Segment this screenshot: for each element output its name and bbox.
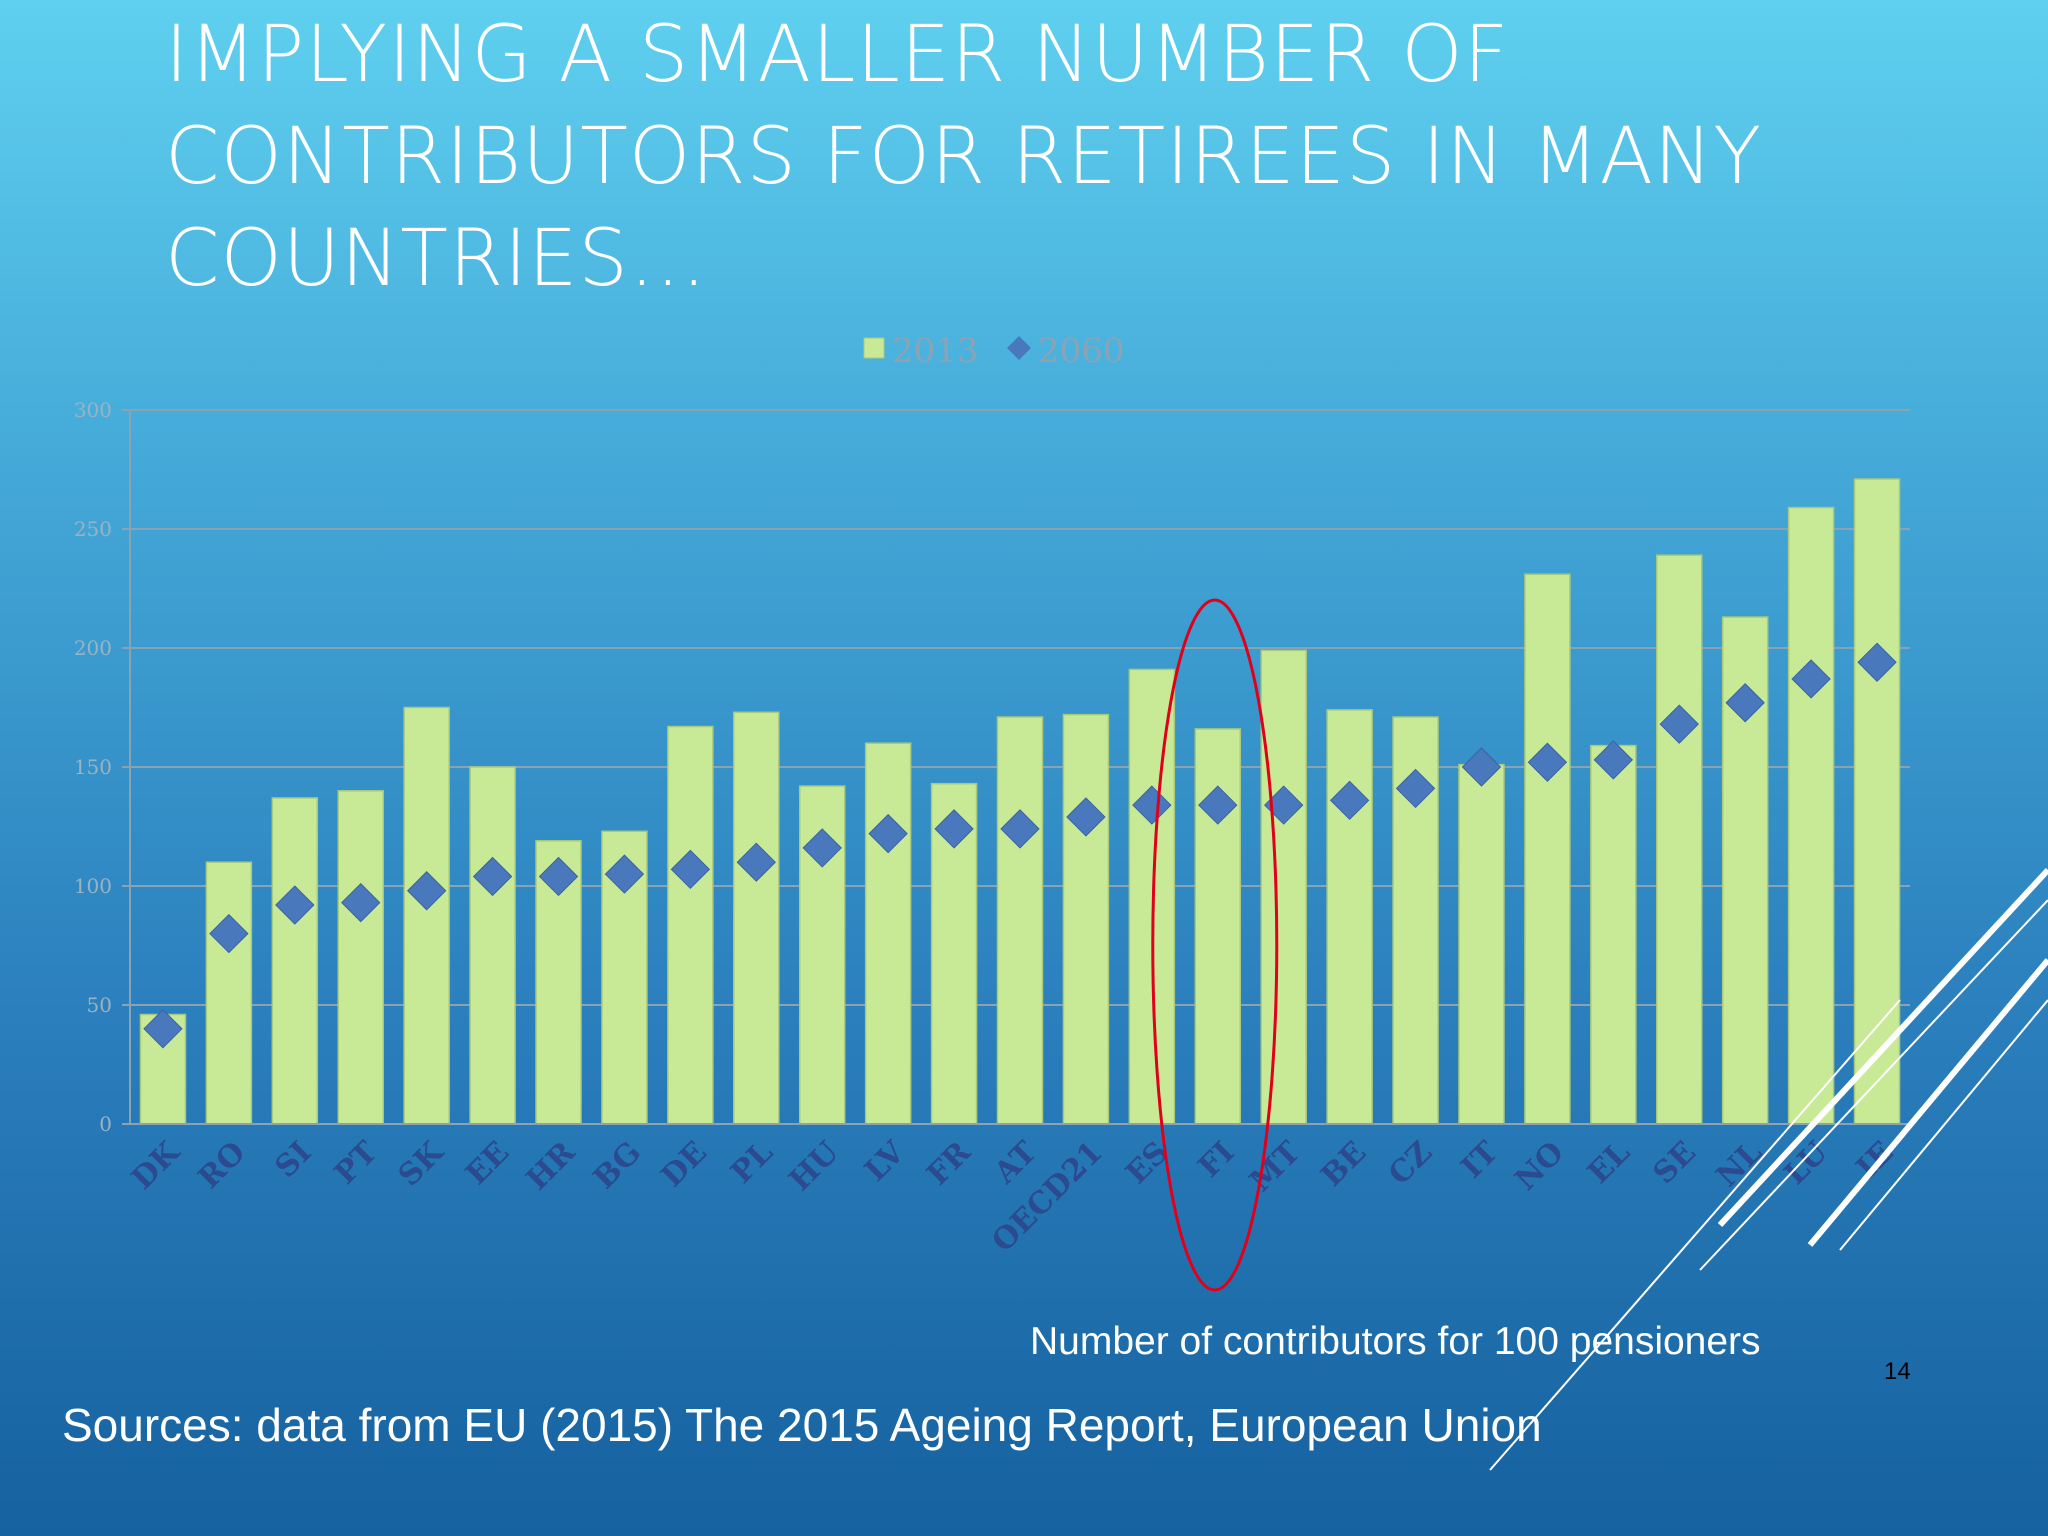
marker-2060 — [1725, 683, 1765, 723]
legend-label-2060: 2060 — [1038, 331, 1125, 371]
marker-2060 — [538, 856, 579, 897]
x-tick-label: LU — [1778, 1135, 1835, 1192]
x-tick-label: BG — [587, 1135, 648, 1196]
bar-2013 — [996, 716, 1044, 1125]
marker-2060 — [1395, 768, 1436, 809]
bar-2013 — [1853, 478, 1901, 1125]
x-tick-label: CZ — [1382, 1135, 1439, 1192]
markers-2060 — [143, 642, 1897, 1049]
y-tick-label: 300 — [74, 398, 112, 422]
x-tick-label: NL — [1710, 1135, 1769, 1194]
bar-2013 — [930, 782, 978, 1125]
y-tick-label: 250 — [74, 517, 112, 541]
x-tick-label: IT — [1455, 1134, 1506, 1185]
x-tick-label: RO — [192, 1135, 253, 1196]
bar-2013 — [337, 790, 384, 1125]
x-tick-label: BE — [1314, 1135, 1373, 1194]
title-line-3: COUNTRIES… — [165, 214, 708, 304]
x-tick-label: LV — [858, 1134, 912, 1188]
marker-2060 — [670, 849, 711, 890]
marker-2060 — [1593, 740, 1634, 780]
x-tick-label: FR — [920, 1134, 978, 1192]
marker-2060 — [1132, 785, 1172, 825]
highlight-ellipse — [1151, 598, 1279, 1292]
x-tick-label: IE — [1850, 1135, 1901, 1186]
bar-2013 — [1326, 709, 1373, 1125]
bar-2013 — [403, 706, 450, 1125]
bar-2013 — [864, 742, 912, 1125]
sources-note: Sources: data from EU (2015) The 2015 Ag… — [62, 1399, 1542, 1451]
bar-2013 — [1260, 649, 1307, 1125]
marker-2060 — [341, 882, 381, 923]
bar-2013 — [1590, 744, 1637, 1125]
marker-2060 — [472, 856, 513, 897]
highlight-layer — [1151, 598, 1279, 1292]
marker-2060 — [1659, 704, 1699, 744]
slide-title: IMPLYING A SMALLER NUMBER OF CONTRIBUTOR… — [165, 4, 1765, 310]
units-note: Number of contributors for 100 pensioner… — [1030, 1320, 1761, 1363]
x-tick-label: HR — [520, 1134, 583, 1197]
legend-swatch-2013 — [863, 337, 885, 359]
title-line-2: CONTRIBUTORS FOR RETIREES IN MANY — [165, 112, 1762, 202]
x-tick-label: PL — [724, 1135, 780, 1191]
y-tick-label: 200 — [74, 636, 112, 660]
y-tick-label: 50 — [87, 993, 112, 1017]
marker-2060 — [1000, 809, 1040, 849]
marker-2060 — [1527, 742, 1568, 782]
x-tick-label: FI — [1192, 1135, 1242, 1185]
x-tick-label: SK — [392, 1134, 451, 1193]
bar-chart: 2013 2060 0 50 100 150 200 250 300 DK RO SI PT SK EE… — [74, 331, 1910, 1292]
marker-2060 — [1066, 797, 1106, 837]
x-tick-label: SE — [1647, 1135, 1703, 1191]
bars-2013 — [139, 478, 1901, 1125]
marker-2060 — [802, 828, 842, 868]
y-tick-label: 150 — [74, 755, 112, 779]
marker-2060 — [209, 913, 249, 954]
x-tick-label: NO — [1508, 1135, 1571, 1198]
bar-2013 — [205, 861, 253, 1125]
marker-2060 — [1857, 642, 1897, 682]
bar-2013 — [1062, 713, 1110, 1125]
marker-2060 — [934, 809, 974, 849]
page-number: 14 — [1884, 1358, 1911, 1385]
chart-legend: 2013 2060 — [863, 331, 1125, 371]
marker-2060 — [143, 1009, 183, 1049]
marker-2060 — [1329, 780, 1370, 821]
bar-2013 — [271, 797, 319, 1125]
x-tick-label: PT — [328, 1134, 385, 1191]
bar-2013 — [1787, 506, 1835, 1125]
marker-2060 — [1791, 659, 1831, 699]
marker-2060 — [1198, 785, 1238, 825]
y-axis: 0 50 100 150 200 250 300 — [74, 398, 131, 1136]
bar-2013 — [733, 711, 780, 1125]
marker-2060 — [868, 813, 908, 854]
legend-swatch-2060 — [1007, 336, 1031, 360]
title-line-1: IMPLYING A SMALLER NUMBER OF — [165, 10, 1510, 100]
x-tick-label: HU — [783, 1135, 846, 1198]
x-tick-label: DK — [125, 1134, 187, 1196]
legend-label-2013: 2013 — [892, 331, 979, 371]
marker-2060 — [736, 842, 777, 882]
marker-2060 — [1461, 747, 1502, 787]
x-tick-label: MT — [1243, 1134, 1307, 1198]
bar-2013 — [469, 766, 516, 1125]
bar-2013 — [1656, 554, 1703, 1125]
marker-2060 — [275, 885, 315, 925]
marker-2060 — [604, 854, 645, 894]
bar-2013 — [1524, 573, 1571, 1125]
y-tick-label: 100 — [74, 874, 112, 898]
bar-2013 — [1458, 763, 1505, 1125]
x-tick-label: EE — [459, 1135, 516, 1192]
marker-2060 — [406, 871, 447, 911]
x-tick-label: EL — [1581, 1135, 1637, 1191]
bar-2013 — [667, 725, 714, 1125]
x-tick-label: SI — [268, 1135, 318, 1185]
x-tick-label: DE — [655, 1135, 714, 1194]
y-tick-label: 0 — [99, 1112, 112, 1136]
